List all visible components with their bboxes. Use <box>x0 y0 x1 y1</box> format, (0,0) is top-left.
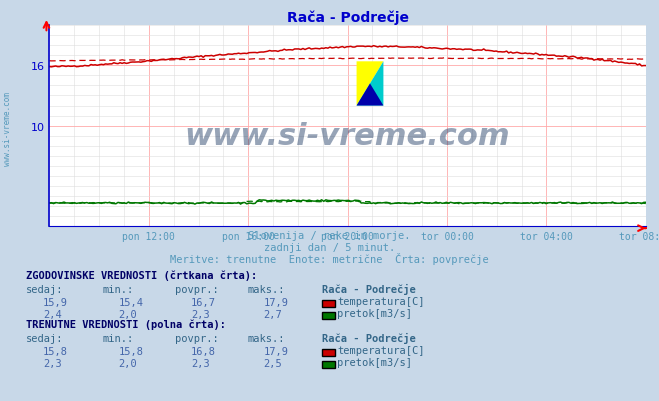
Text: maks.:: maks.: <box>247 284 285 294</box>
Text: sedaj:: sedaj: <box>26 333 64 343</box>
Text: 15,8: 15,8 <box>119 346 144 356</box>
Text: 2,5: 2,5 <box>264 358 282 368</box>
Text: 2,3: 2,3 <box>191 358 210 368</box>
Text: 17,9: 17,9 <box>264 297 289 307</box>
Text: min.:: min.: <box>102 333 133 343</box>
Text: 16,7: 16,7 <box>191 297 216 307</box>
Text: min.:: min.: <box>102 284 133 294</box>
Text: TRENUTNE VREDNOSTI (polna črta):: TRENUTNE VREDNOSTI (polna črta): <box>26 319 226 330</box>
Text: povpr.:: povpr.: <box>175 333 218 343</box>
Text: temperatura[C]: temperatura[C] <box>337 296 425 306</box>
Text: www.si-vreme.com: www.si-vreme.com <box>185 122 511 151</box>
Polygon shape <box>357 62 384 106</box>
Text: Slovenija / reke in morje.: Slovenija / reke in morje. <box>248 231 411 241</box>
Text: 2,3: 2,3 <box>43 358 61 368</box>
Text: Meritve: trenutne  Enote: metrične  Črta: povprečje: Meritve: trenutne Enote: metrične Črta: … <box>170 253 489 265</box>
Text: ZGODOVINSKE VREDNOSTI (črtkana črta):: ZGODOVINSKE VREDNOSTI (črtkana črta): <box>26 270 258 281</box>
Text: 16,8: 16,8 <box>191 346 216 356</box>
Text: 17,9: 17,9 <box>264 346 289 356</box>
Text: 15,9: 15,9 <box>43 297 68 307</box>
Text: sedaj:: sedaj: <box>26 284 64 294</box>
Text: 2,0: 2,0 <box>119 309 137 319</box>
Text: 2,3: 2,3 <box>191 309 210 319</box>
Text: Rača - Podrečje: Rača - Podrečje <box>322 283 415 294</box>
Text: povpr.:: povpr.: <box>175 284 218 294</box>
Text: 2,4: 2,4 <box>43 309 61 319</box>
Text: www.si-vreme.com: www.si-vreme.com <box>3 91 13 165</box>
Title: Rača - Podrečje: Rača - Podrečje <box>287 10 409 25</box>
Text: temperatura[C]: temperatura[C] <box>337 345 425 355</box>
Polygon shape <box>357 84 384 106</box>
Text: 15,4: 15,4 <box>119 297 144 307</box>
Text: zadnji dan / 5 minut.: zadnji dan / 5 minut. <box>264 243 395 253</box>
Polygon shape <box>357 62 384 106</box>
Text: maks.:: maks.: <box>247 333 285 343</box>
Text: 15,8: 15,8 <box>43 346 68 356</box>
Text: 2,7: 2,7 <box>264 309 282 319</box>
Text: pretok[m3/s]: pretok[m3/s] <box>337 357 413 367</box>
Text: Rača - Podrečje: Rača - Podrečje <box>322 332 415 343</box>
Text: 2,0: 2,0 <box>119 358 137 368</box>
Text: pretok[m3/s]: pretok[m3/s] <box>337 308 413 318</box>
